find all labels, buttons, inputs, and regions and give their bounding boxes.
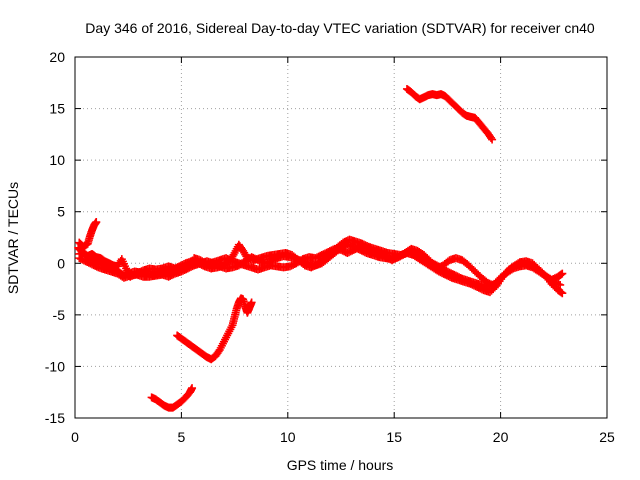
x-tick-label: 20 bbox=[493, 429, 509, 445]
y-tick-label: 0 bbox=[57, 255, 65, 271]
x-tick-label: 0 bbox=[71, 429, 79, 445]
y-tick-label: -10 bbox=[45, 358, 65, 374]
y-tick-label: -15 bbox=[45, 410, 65, 426]
data-point bbox=[487, 133, 496, 142]
x-tick-label: 15 bbox=[386, 429, 402, 445]
series-track-b bbox=[75, 242, 567, 298]
axis-ticks: 0 5 10 15 20 25 -15 -10 -5 0 5 10 15 20 bbox=[45, 49, 615, 445]
data-point bbox=[92, 218, 101, 227]
data-point bbox=[188, 384, 197, 393]
series-segment-high bbox=[402, 84, 497, 144]
data-point bbox=[556, 280, 565, 289]
y-tick-label: -5 bbox=[53, 307, 66, 323]
y-tick-label: 10 bbox=[49, 152, 65, 168]
series-segment-low-a bbox=[147, 384, 197, 412]
series-track-c bbox=[75, 240, 567, 292]
data-point bbox=[247, 298, 256, 307]
chart-title: Day 346 of 2016, Sidereal Day-to-day VTE… bbox=[85, 20, 595, 36]
y-tick-label: 15 bbox=[49, 101, 65, 117]
y-axis-label: SDTVAR / TECUs bbox=[5, 182, 21, 294]
x-tick-label: 10 bbox=[280, 429, 296, 445]
data-point bbox=[488, 135, 497, 144]
y-tick-label: 5 bbox=[57, 204, 65, 220]
grid bbox=[75, 57, 607, 418]
x-tick-label: 5 bbox=[178, 429, 186, 445]
data-point bbox=[558, 289, 567, 298]
series-spike-early bbox=[75, 218, 101, 251]
series-segment-low-b bbox=[173, 294, 256, 364]
y-tick-label: 20 bbox=[49, 49, 65, 65]
data-marks bbox=[74, 84, 567, 412]
x-axis-label: GPS time / hours bbox=[287, 457, 394, 473]
plot-frame bbox=[74, 56, 608, 419]
data-point bbox=[558, 269, 567, 278]
x-tick-label: 25 bbox=[599, 429, 615, 445]
